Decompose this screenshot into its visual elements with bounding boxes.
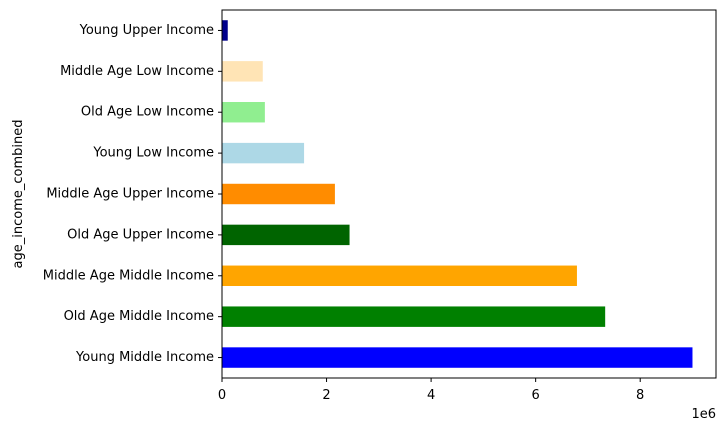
bar xyxy=(222,61,263,82)
y-tick-label: Young Low Income xyxy=(92,146,214,161)
x-ticks: 0 2 4 6 8 xyxy=(218,378,644,403)
bar xyxy=(222,347,693,368)
bar xyxy=(222,142,305,164)
y-axis-label: age_income_combined xyxy=(11,120,26,269)
x-tick-label: 8 xyxy=(636,388,644,403)
bar xyxy=(222,102,265,123)
y-tick-label: Middle Age Upper Income xyxy=(46,187,214,202)
bar xyxy=(222,183,335,205)
plot-frame xyxy=(221,9,717,379)
bar xyxy=(222,20,228,41)
y-tick-label: Old Age Low Income xyxy=(81,105,214,120)
x-tick-label: 0 xyxy=(218,388,226,403)
x-axis-offset-text: 1e6 xyxy=(691,407,716,422)
y-tick-label: Old Age Upper Income xyxy=(67,227,214,242)
x-tick-label: 2 xyxy=(322,388,330,403)
x-tick-label: 4 xyxy=(427,388,435,403)
y-tick-label: Middle Age Middle Income xyxy=(43,268,214,283)
y-tick-labels: Young Middle Income Old Age Middle Income… xyxy=(43,23,222,365)
bar xyxy=(222,265,577,286)
bars-group xyxy=(222,20,693,368)
bar xyxy=(222,306,606,327)
y-tick-label: Young Middle Income xyxy=(75,350,214,365)
bar xyxy=(222,224,350,246)
x-tick-label: 6 xyxy=(532,388,540,403)
y-tick-label: Young Upper Income xyxy=(79,23,214,38)
y-tick-label: Middle Age Low Income xyxy=(60,64,214,79)
y-tick-label: Old Age Middle Income xyxy=(64,309,214,324)
